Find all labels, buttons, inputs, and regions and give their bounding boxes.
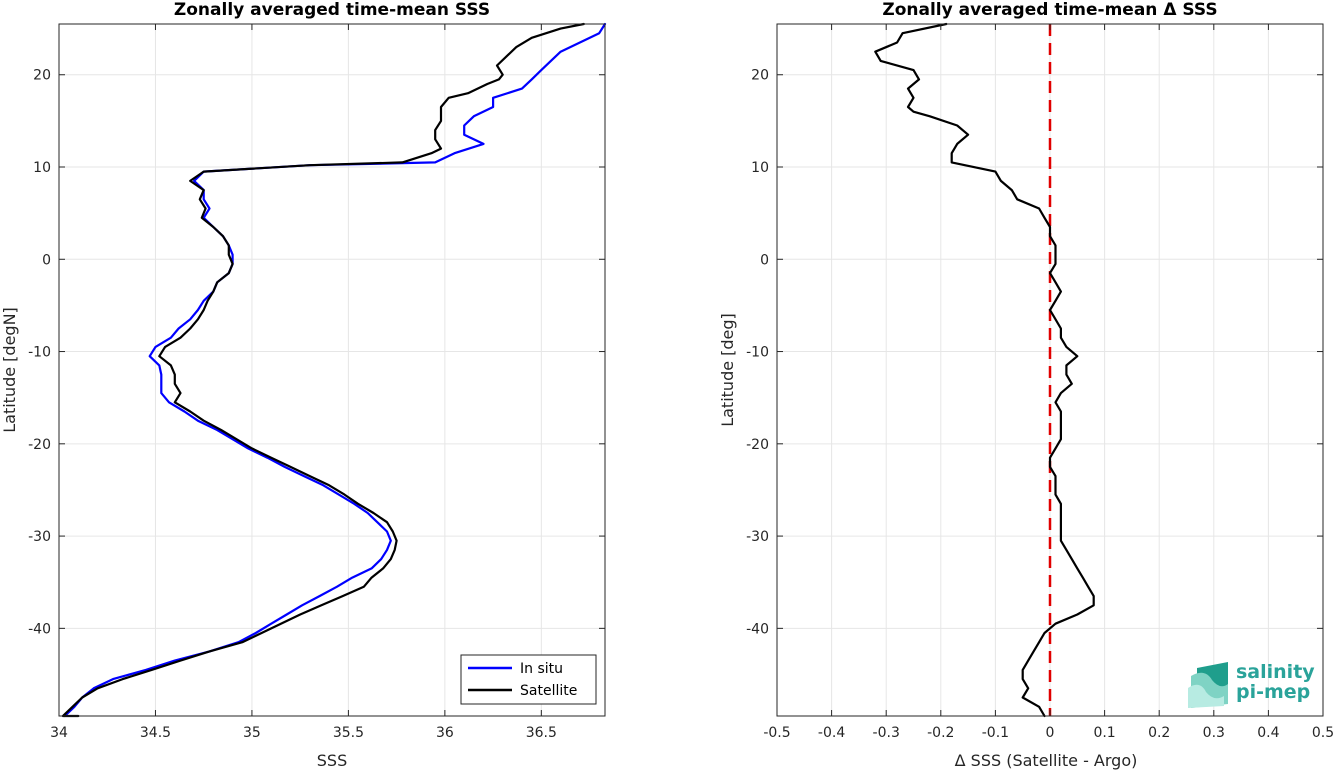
legend-label-in-situ: In situ [520, 661, 563, 677]
right-x-tick-label: 0.2 [1148, 725, 1170, 741]
logo-text-pi-mep: pi-mep [1236, 681, 1310, 703]
left-x-axis-label: SSS [317, 751, 347, 770]
right-y-axis-label: Latitude [deg] [718, 313, 737, 427]
left-y-tick-label: 0 [42, 252, 51, 268]
left-y-tick-label: -10 [28, 345, 51, 361]
right-y-tick-label: 0 [760, 252, 769, 268]
legend-label-satellite: Satellite [520, 683, 577, 699]
right-y-tick-label: -20 [746, 437, 769, 453]
right-x-tick-label: -0.2 [927, 725, 954, 741]
right-x-tick-label: 0.4 [1257, 725, 1279, 741]
right-y-tick-label: -10 [746, 345, 769, 361]
right-x-tick-label: 0 [1046, 725, 1055, 741]
left-x-tick-label: 34 [50, 725, 68, 741]
right-x-axis-label: Δ SSS (Satellite - Argo) [955, 751, 1138, 770]
right-ticks: -0.5 -0.4 -0.3 -0.2 -0.1 0 0.1 0.2 0.3 0.4 0.5 -40 -… [746, 24, 1334, 741]
series-line-in-situ [63, 22, 607, 718]
right-y-tick-label: 20 [751, 68, 769, 84]
left-chart-panel: 34 34.5 35 35.5 36 36.5 -40 -30 -20 -10 0 10 20 Zona… [0, 0, 607, 770]
left-series [61, 22, 607, 718]
left-y-tick-label: -40 [28, 621, 51, 637]
left-x-tick-label: 36.5 [526, 725, 557, 741]
right-x-tick-label: 0.3 [1203, 725, 1225, 741]
right-x-tick-label: 0.5 [1312, 725, 1334, 741]
right-y-tick-label: -40 [746, 621, 769, 637]
left-grid [58, 24, 605, 716]
right-x-tick-label: -0.5 [763, 725, 790, 741]
right-y-tick-label: -30 [746, 529, 769, 545]
left-axes-box [58, 23, 606, 717]
right-chart-panel: -0.5 -0.4 -0.3 -0.2 -0.1 0 0.1 0.2 0.3 0.4 0.5 -40 -… [718, 0, 1334, 770]
right-y-tick-label: 10 [751, 160, 769, 176]
right-x-tick-label: -0.3 [873, 725, 900, 741]
salinity-waves-logo-icon [1188, 662, 1228, 708]
left-x-tick-label: 35.5 [333, 725, 364, 741]
left-y-tick-label: 20 [33, 68, 51, 84]
right-x-tick-label: -0.1 [982, 725, 1009, 741]
left-ticks: 34 34.5 35 35.5 36 36.5 -40 -30 -20 -10 0 10 20 [28, 24, 605, 741]
left-y-tick-label: -20 [28, 437, 51, 453]
logo-text-salinity: salinity [1236, 661, 1315, 683]
left-x-tick-label: 35 [243, 725, 261, 741]
right-series [874, 22, 1095, 718]
right-x-tick-label: 0.1 [1093, 725, 1115, 741]
salinity-pi-mep-logo: salinity pi-mep [1188, 661, 1315, 708]
series-line-satellite [61, 22, 585, 718]
right-grid [776, 24, 1324, 716]
right-x-tick-label: -0.4 [818, 725, 845, 741]
left-y-tick-label: -30 [28, 529, 51, 545]
left-x-tick-label: 34.5 [140, 725, 171, 741]
left-chart-title: Zonally averaged time-mean SSS [174, 0, 490, 20]
series-line-delta-sss [874, 22, 1095, 718]
legend: In situ Satellite [460, 654, 597, 705]
right-chart-title: Zonally averaged time-mean Δ SSS [882, 0, 1217, 20]
left-y-axis-label: Latitude [degN] [0, 307, 19, 433]
left-y-tick-label: 10 [33, 160, 51, 176]
left-x-tick-label: 36 [436, 725, 454, 741]
